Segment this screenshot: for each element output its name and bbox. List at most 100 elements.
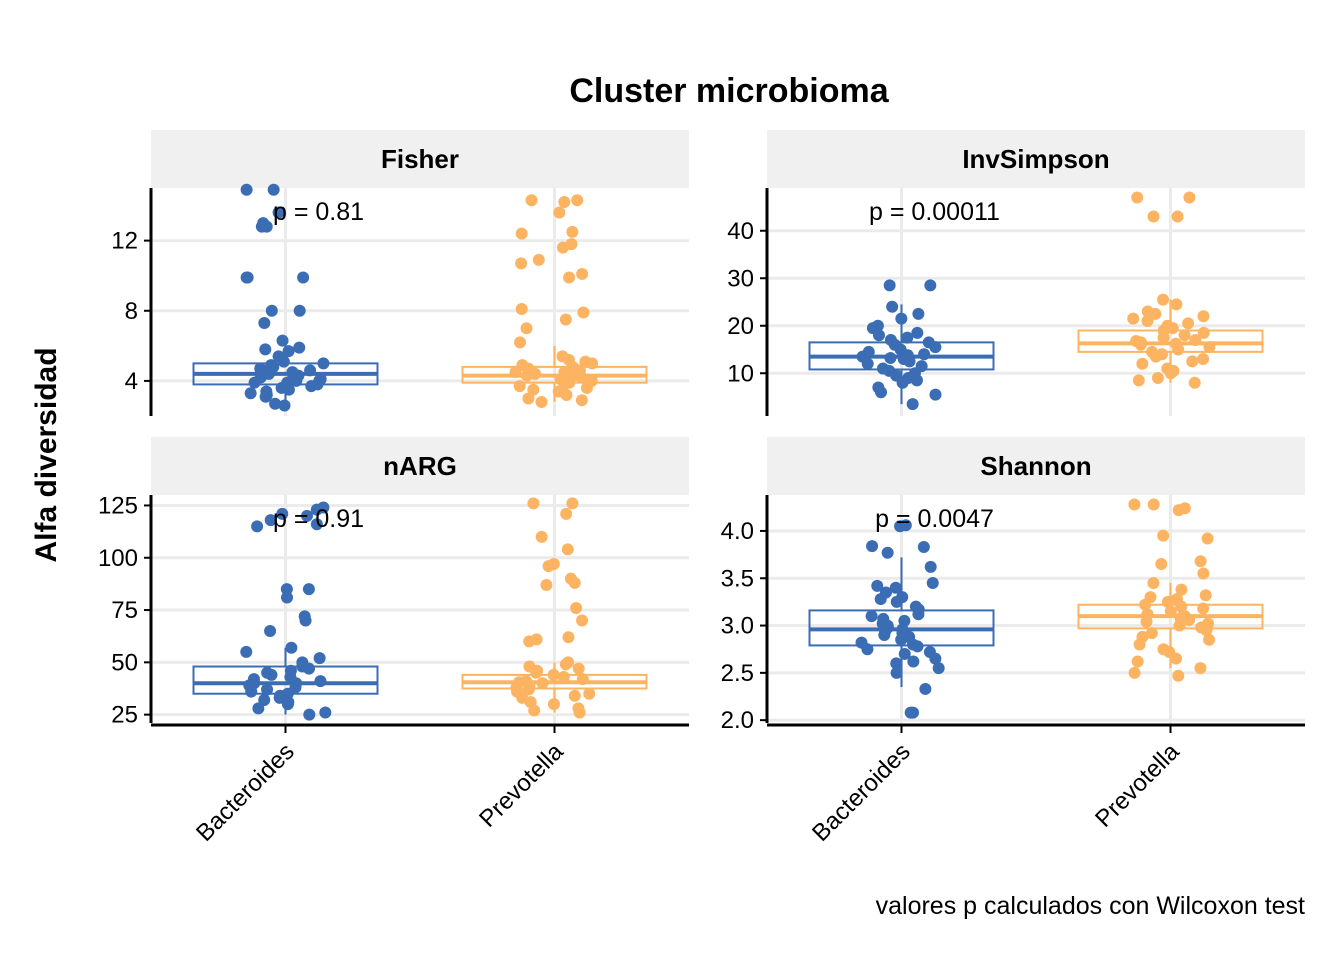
- data-point-bacteroides: [883, 279, 896, 292]
- data-point-bacteroides: [300, 509, 313, 522]
- y-tick-label: 30: [727, 265, 754, 292]
- x-tick-label: Prevotella: [1090, 738, 1185, 833]
- data-point-prevotella: [1170, 298, 1183, 311]
- data-point-prevotella: [1149, 350, 1162, 363]
- data-point-prevotella: [515, 303, 528, 316]
- panel-invsimpson: InvSimpson 10 20 30 40 p = 0.00011: [727, 130, 1305, 416]
- data-point-bacteroides: [272, 206, 285, 219]
- data-point-prevotella: [1186, 355, 1199, 368]
- panel-fisher: Fisher 4 8 12 p = 0.81: [111, 130, 689, 416]
- data-point-prevotella: [571, 194, 584, 207]
- data-point-bacteroides: [290, 374, 303, 387]
- data-point-bacteroides: [886, 300, 899, 313]
- data-point-bacteroides: [898, 647, 911, 660]
- y-tick-label: 40: [727, 218, 754, 245]
- data-point-prevotella: [1157, 293, 1170, 306]
- data-point-prevotella: [1147, 576, 1160, 589]
- data-point-prevotella: [572, 662, 585, 675]
- data-point-bacteroides: [251, 520, 264, 533]
- strip-background: [767, 437, 1305, 495]
- data-point-prevotella: [1136, 357, 1149, 370]
- strip-label: Shannon: [980, 451, 1091, 481]
- data-point-prevotella: [1178, 329, 1191, 342]
- data-point-bacteroides: [269, 397, 282, 410]
- data-point-bacteroides: [258, 317, 271, 330]
- data-point-bacteroides: [912, 608, 925, 621]
- data-point-bacteroides: [241, 271, 254, 284]
- data-point-bacteroides: [910, 374, 923, 387]
- data-point-prevotella: [580, 381, 593, 394]
- p-value-label: p = 0.91: [273, 505, 364, 533]
- data-point-prevotella: [1189, 334, 1202, 346]
- data-point-bacteroides: [261, 683, 274, 696]
- data-point-prevotella: [536, 677, 549, 690]
- data-point-bacteroides: [244, 387, 257, 400]
- data-point-bacteroides: [278, 399, 291, 412]
- data-point-bacteroides: [293, 341, 306, 354]
- data-point-prevotella: [1128, 498, 1141, 511]
- data-point-bacteroides: [866, 540, 879, 553]
- data-point-prevotella: [535, 530, 548, 543]
- data-point-prevotella: [1197, 326, 1210, 339]
- data-point-prevotella: [1171, 210, 1184, 223]
- y-tick-label: 75: [111, 597, 138, 624]
- data-point-prevotella: [1155, 558, 1168, 571]
- strip-background: [767, 130, 1305, 188]
- data-point-prevotella: [1127, 312, 1140, 325]
- y-tick-label: 25: [111, 702, 138, 729]
- data-point-bacteroides: [293, 304, 306, 317]
- data-point-bacteroides: [265, 668, 278, 681]
- data-point-bacteroides: [896, 376, 909, 389]
- chart-caption: valores p calculados con Wilcoxon test: [876, 892, 1305, 920]
- data-point-prevotella: [557, 670, 570, 683]
- y-tick-label: 2.0: [721, 707, 754, 734]
- data-point-bacteroides: [872, 329, 885, 342]
- data-point-prevotella: [522, 392, 535, 405]
- data-point-bacteroides: [924, 279, 937, 292]
- data-point-prevotella: [527, 497, 540, 510]
- data-point-prevotella: [583, 687, 596, 700]
- data-point-bacteroides: [871, 579, 884, 592]
- x-tick-label: Prevotella: [474, 738, 569, 833]
- data-point-prevotella: [1128, 666, 1141, 679]
- data-point-bacteroides: [276, 507, 289, 520]
- data-point-bacteroides: [861, 357, 874, 370]
- data-point-prevotella: [1133, 638, 1146, 651]
- data-point-prevotella: [520, 322, 533, 335]
- p-value-label: p = 0.0047: [875, 505, 994, 533]
- data-point-prevotella: [527, 383, 540, 396]
- data-point-bacteroides: [248, 376, 261, 389]
- data-point-prevotella: [1170, 652, 1183, 665]
- data-point-bacteroides: [874, 593, 887, 606]
- strip-label: Fisher: [381, 144, 459, 174]
- y-tick-label: 3.5: [721, 565, 754, 592]
- data-point-prevotella: [586, 357, 599, 370]
- data-point-prevotella: [523, 635, 536, 648]
- data-point-bacteroides: [281, 591, 294, 604]
- data-point-bacteroides: [890, 595, 903, 608]
- data-point-prevotella: [1194, 555, 1207, 568]
- data-point-bacteroides: [890, 657, 903, 670]
- data-point-prevotella: [575, 394, 588, 407]
- data-point-bacteroides: [317, 357, 330, 370]
- y-tick-label: 2.5: [721, 660, 754, 687]
- y-axis-label: Alfa diversidad: [30, 347, 63, 562]
- data-point-bacteroides: [865, 610, 878, 623]
- data-point-bacteroides: [319, 706, 332, 719]
- data-point-bacteroides: [277, 355, 290, 368]
- data-point-prevotella: [1157, 529, 1170, 542]
- data-point-prevotella: [1197, 602, 1210, 615]
- data-point-prevotella: [576, 673, 589, 686]
- data-point-prevotella: [1201, 532, 1214, 545]
- data-point-bacteroides: [903, 355, 916, 368]
- data-point-prevotella: [1200, 624, 1213, 637]
- data-point-prevotella: [559, 313, 572, 326]
- chart-title: Cluster microbioma: [569, 72, 889, 110]
- data-point-prevotella: [1139, 598, 1152, 611]
- data-point-prevotella: [542, 560, 555, 573]
- data-point-bacteroides: [240, 183, 253, 196]
- facet-panels: Fisher 4 8 12 p = 0.81 InvSimpson 10 20 30 40 p = …: [98, 130, 1305, 847]
- data-point-prevotella: [560, 388, 573, 401]
- data-point-prevotella: [1183, 613, 1196, 626]
- strip-label: nARG: [383, 451, 457, 481]
